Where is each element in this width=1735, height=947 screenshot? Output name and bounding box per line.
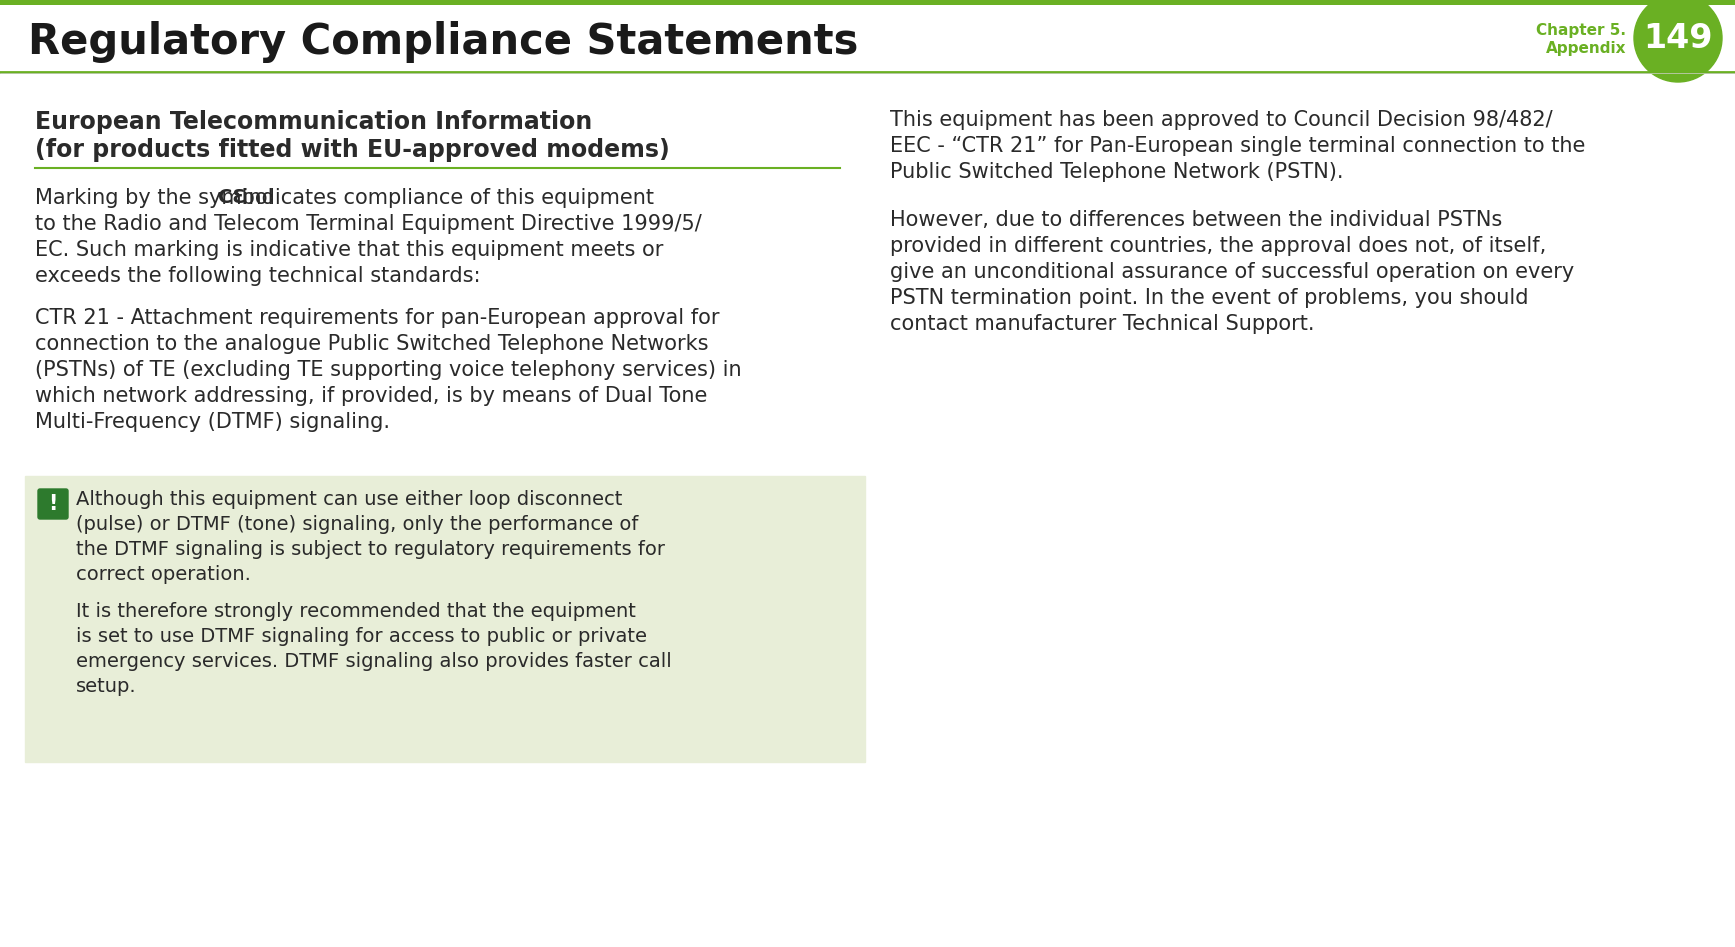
Text: Regulatory Compliance Statements: Regulatory Compliance Statements [28,21,859,63]
Text: to the Radio and Telecom Terminal Equipment Directive 1999/5/: to the Radio and Telecom Terminal Equipm… [35,214,701,234]
Text: which network addressing, if provided, is by means of Dual Tone: which network addressing, if provided, i… [35,386,708,406]
Bar [0,0,1735,5]
Text: (PSTNs) of TE (excluding TE supporting voice telephony services) in: (PSTNs) of TE (excluding TE supporting v… [35,360,741,380]
Text: contact manufacturer Technical Support.: contact manufacturer Technical Support. [890,314,1315,334]
Text: give an unconditional assurance of successful operation on every: give an unconditional assurance of succe… [890,262,1574,282]
Text: the DTMF signaling is subject to regulatory requirements for: the DTMF signaling is subject to regulat… [76,540,665,559]
Text: However, due to differences between the individual PSTNs: However, due to differences between the … [890,210,1503,230]
Text: Public Switched Telephone Network (PSTN).: Public Switched Telephone Network (PSTN)… [890,162,1343,182]
Text: EC. Such marking is indicative that this equipment meets or: EC. Such marking is indicative that this… [35,240,663,260]
Text: PSTN termination point. In the event of problems, you should: PSTN termination point. In the event of … [890,288,1529,308]
Circle shape [1634,0,1723,82]
Text: CƐ: CƐ [217,188,245,207]
Text: correct operation.: correct operation. [76,565,252,584]
Text: CTR 21 - Attachment requirements for pan-European approval for: CTR 21 - Attachment requirements for pan… [35,308,720,328]
Text: EEC - “CTR 21” for Pan-European single terminal connection to the: EEC - “CTR 21” for Pan-European single t… [890,136,1586,156]
Text: It is therefore strongly recommended that the equipment: It is therefore strongly recommended tha… [76,602,635,621]
Text: connection to the analogue Public Switched Telephone Networks: connection to the analogue Public Switch… [35,334,708,354]
Text: Marking by the symbol: Marking by the symbol [35,188,279,208]
Text: Chapter 5.: Chapter 5. [1535,23,1626,38]
Text: 149: 149 [1643,22,1712,55]
Text: setup.: setup. [76,677,137,696]
Text: (for products fitted with EU-approved modems): (for products fitted with EU-approved mo… [35,138,670,162]
Text: Although this equipment can use either loop disconnect: Although this equipment can use either l… [76,490,623,509]
FancyBboxPatch shape [24,476,866,762]
Text: European Telecommunication Information: European Telecommunication Information [35,110,592,134]
Text: emergency services. DTMF signaling also provides faster call: emergency services. DTMF signaling also … [76,652,671,671]
Text: !: ! [49,494,57,514]
Text: (pulse) or DTMF (tone) signaling, only the performance of: (pulse) or DTMF (tone) signaling, only t… [76,515,638,534]
Text: exceeds the following technical standards:: exceeds the following technical standard… [35,266,481,286]
FancyBboxPatch shape [38,489,68,519]
Text: indicates compliance of this equipment: indicates compliance of this equipment [236,188,654,208]
Text: This equipment has been approved to Council Decision 98/482/: This equipment has been approved to Coun… [890,110,1553,130]
Text: provided in different countries, the approval does not, of itself,: provided in different countries, the app… [890,236,1546,256]
Text: Appendix: Appendix [1546,41,1626,56]
Text: Multi-Frequency (DTMF) signaling.: Multi-Frequency (DTMF) signaling. [35,412,390,432]
Bar [0,0,1735,72]
Text: is set to use DTMF signaling for access to public or private: is set to use DTMF signaling for access … [76,627,647,646]
